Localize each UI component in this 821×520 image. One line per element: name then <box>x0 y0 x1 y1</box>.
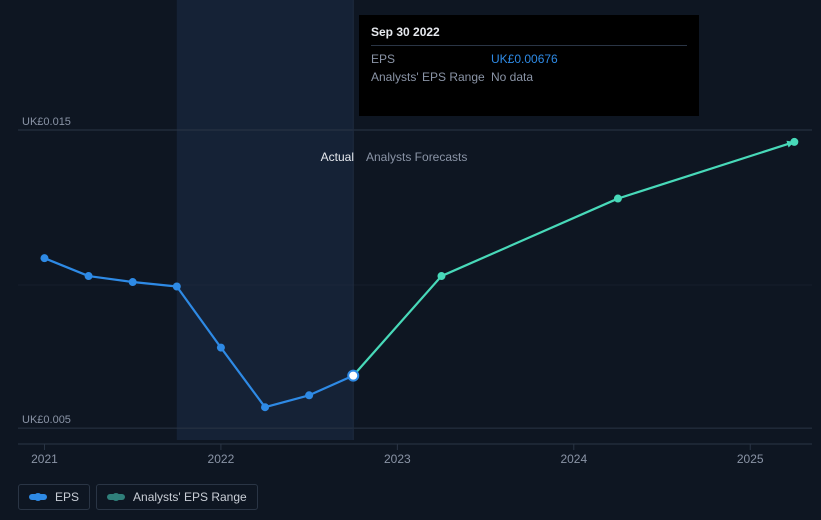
y-tick-label: UK£0.015 <box>22 116 71 128</box>
legend-swatch-icon <box>107 494 125 500</box>
tooltip-row-eps: EPS UK£0.00676 <box>371 50 687 68</box>
x-tick-label: 2022 <box>208 452 235 466</box>
tooltip-key: EPS <box>371 52 491 66</box>
x-tick-label: 2024 <box>560 452 587 466</box>
tooltip-key: Analysts' EPS Range <box>371 70 491 84</box>
legend-label: Analysts' EPS Range <box>133 490 247 504</box>
region-label-actual: Actual <box>321 150 354 164</box>
x-tick-label: 2025 <box>737 452 764 466</box>
chart-legend: EPS Analysts' EPS Range <box>18 484 258 510</box>
tooltip-row-range: Analysts' EPS Range No data <box>371 68 687 86</box>
legend-item-eps[interactable]: EPS <box>18 484 90 510</box>
chart-tooltip: Sep 30 2022 EPS UK£0.00676 Analysts' EPS… <box>359 15 699 116</box>
legend-label: EPS <box>55 490 79 504</box>
tooltip-date: Sep 30 2022 <box>371 25 687 46</box>
legend-item-range[interactable]: Analysts' EPS Range <box>96 484 258 510</box>
x-tick-label: 2023 <box>384 452 411 466</box>
tooltip-value: No data <box>491 70 533 84</box>
legend-swatch-icon <box>29 494 47 500</box>
tooltip-value: UK£0.00676 <box>491 52 558 66</box>
x-tick-label: 2021 <box>31 452 58 466</box>
eps-forecast-chart: Actual Analysts Forecasts Sep 30 2022 EP… <box>0 0 821 520</box>
region-label-forecast: Analysts Forecasts <box>366 150 467 164</box>
y-tick-label: UK£0.005 <box>22 414 71 426</box>
